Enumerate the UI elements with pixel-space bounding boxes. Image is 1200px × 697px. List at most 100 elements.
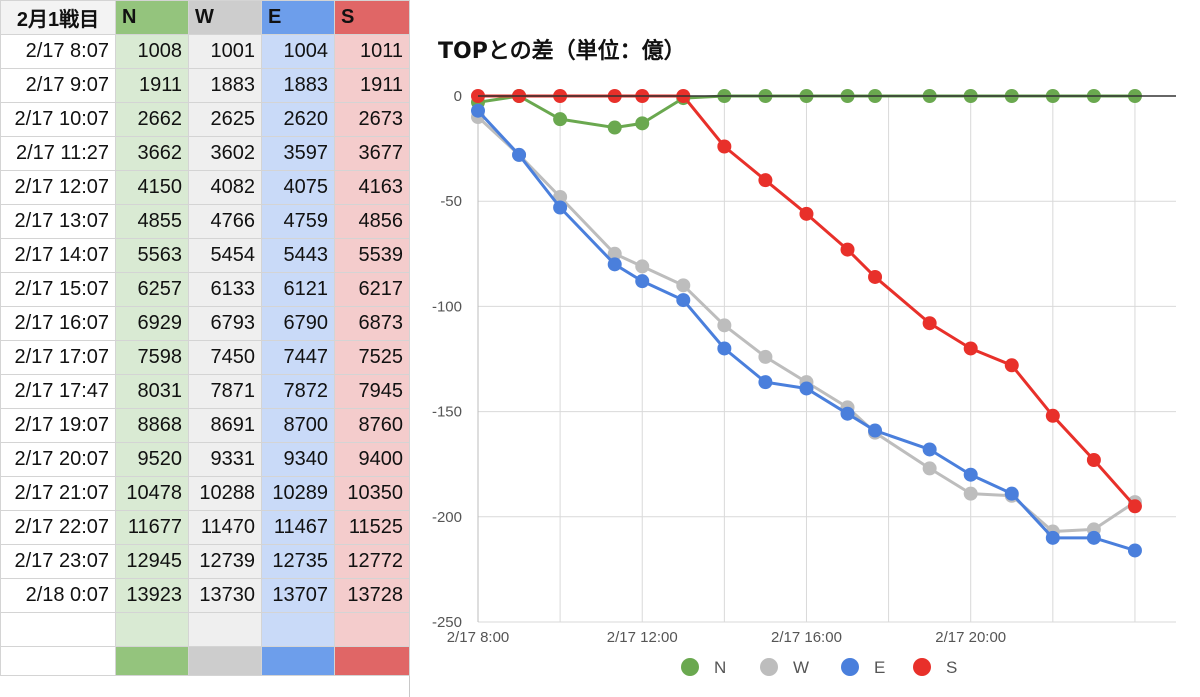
cell-w[interactable]: 7871 <box>188 374 262 409</box>
cell-e[interactable]: 1883 <box>261 68 335 103</box>
cell-s[interactable]: 8760 <box>334 408 410 443</box>
cell-s[interactable]: 7945 <box>334 374 410 409</box>
cell-w[interactable]: 1883 <box>188 68 262 103</box>
cell-w[interactable]: 10288 <box>188 476 262 511</box>
cell-n[interactable]: 3662 <box>115 136 189 171</box>
cell-s[interactable]: 10350 <box>334 476 410 511</box>
cell-w[interactable]: 5454 <box>188 238 262 273</box>
cell-w[interactable]: 4082 <box>188 170 262 205</box>
empty-cell[interactable] <box>0 646 116 676</box>
header-cell-date[interactable]: 2月1戦目 <box>0 0 116 35</box>
cell-w[interactable]: 2625 <box>188 102 262 137</box>
cell-e[interactable]: 13707 <box>261 578 335 613</box>
cell-w[interactable]: 4766 <box>188 204 262 239</box>
cell-date[interactable]: 2/17 17:47 <box>0 374 116 409</box>
cell-e[interactable]: 5443 <box>261 238 335 273</box>
cell-s[interactable]: 11525 <box>334 510 410 545</box>
cell-n[interactable]: 12945 <box>115 544 189 579</box>
cell-n[interactable]: 11677 <box>115 510 189 545</box>
cell-date[interactable]: 2/17 15:07 <box>0 272 116 307</box>
cell-n[interactable]: 1911 <box>115 68 189 103</box>
header-cell-w[interactable]: W <box>188 0 262 35</box>
cell-e[interactable]: 8700 <box>261 408 335 443</box>
cell-date[interactable]: 2/17 13:07 <box>0 204 116 239</box>
empty-cell[interactable] <box>334 646 410 676</box>
cell-s[interactable]: 7525 <box>334 340 410 375</box>
cell-date[interactable]: 2/17 17:07 <box>0 340 116 375</box>
cell-s[interactable]: 2673 <box>334 102 410 137</box>
cell-w[interactable]: 13730 <box>188 578 262 613</box>
cell-e[interactable]: 6121 <box>261 272 335 307</box>
cell-n[interactable]: 2662 <box>115 102 189 137</box>
cell-n[interactable]: 8031 <box>115 374 189 409</box>
empty-cell[interactable] <box>115 646 189 676</box>
cell-n[interactable]: 4150 <box>115 170 189 205</box>
cell-n[interactable]: 13923 <box>115 578 189 613</box>
cell-e[interactable]: 6790 <box>261 306 335 341</box>
cell-date[interactable]: 2/17 12:07 <box>0 170 116 205</box>
empty-cell[interactable] <box>115 612 189 647</box>
cell-s[interactable]: 1011 <box>334 34 410 69</box>
cell-s[interactable]: 13728 <box>334 578 410 613</box>
cell-e[interactable]: 3597 <box>261 136 335 171</box>
empty-cell[interactable] <box>188 612 262 647</box>
cell-w[interactable]: 7450 <box>188 340 262 375</box>
cell-e[interactable]: 9340 <box>261 442 335 477</box>
empty-cell[interactable] <box>261 646 335 676</box>
cell-w[interactable]: 6793 <box>188 306 262 341</box>
header-cell-e[interactable]: E <box>261 0 335 35</box>
cell-date[interactable]: 2/17 10:07 <box>0 102 116 137</box>
cell-e[interactable]: 7872 <box>261 374 335 409</box>
cell-w[interactable]: 1001 <box>188 34 262 69</box>
empty-cell[interactable] <box>188 646 262 676</box>
cell-n[interactable]: 1008 <box>115 34 189 69</box>
cell-s[interactable]: 3677 <box>334 136 410 171</box>
cell-date[interactable]: 2/17 21:07 <box>0 476 116 511</box>
cell-n[interactable]: 8868 <box>115 408 189 443</box>
cell-s[interactable]: 9400 <box>334 442 410 477</box>
cell-n[interactable]: 6929 <box>115 306 189 341</box>
empty-cell[interactable] <box>334 612 410 647</box>
cell-w[interactable]: 8691 <box>188 408 262 443</box>
cell-e[interactable]: 11467 <box>261 510 335 545</box>
cell-s[interactable]: 12772 <box>334 544 410 579</box>
cell-w[interactable]: 3602 <box>188 136 262 171</box>
cell-n[interactable]: 4855 <box>115 204 189 239</box>
cell-date[interactable]: 2/17 16:07 <box>0 306 116 341</box>
cell-s[interactable]: 6873 <box>334 306 410 341</box>
cell-n[interactable]: 10478 <box>115 476 189 511</box>
header-cell-n[interactable]: N <box>115 0 189 35</box>
cell-e[interactable]: 7447 <box>261 340 335 375</box>
cell-date[interactable]: 2/17 9:07 <box>0 68 116 103</box>
cell-e[interactable]: 10289 <box>261 476 335 511</box>
cell-e[interactable]: 4075 <box>261 170 335 205</box>
cell-date[interactable]: 2/18 0:07 <box>0 578 116 613</box>
cell-date[interactable]: 2/17 23:07 <box>0 544 116 579</box>
cell-w[interactable]: 9331 <box>188 442 262 477</box>
cell-n[interactable]: 9520 <box>115 442 189 477</box>
cell-e[interactable]: 1004 <box>261 34 335 69</box>
cell-date[interactable]: 2/17 19:07 <box>0 408 116 443</box>
cell-e[interactable]: 12735 <box>261 544 335 579</box>
cell-w[interactable]: 6133 <box>188 272 262 307</box>
empty-cell[interactable] <box>261 612 335 647</box>
cell-date[interactable]: 2/17 8:07 <box>0 34 116 69</box>
cell-s[interactable]: 5539 <box>334 238 410 273</box>
cell-n[interactable]: 6257 <box>115 272 189 307</box>
cell-date[interactable]: 2/17 11:27 <box>0 136 116 171</box>
cell-e[interactable]: 2620 <box>261 102 335 137</box>
cell-n[interactable]: 7598 <box>115 340 189 375</box>
cell-w[interactable]: 12739 <box>188 544 262 579</box>
empty-cell[interactable] <box>0 612 116 647</box>
cell-n[interactable]: 5563 <box>115 238 189 273</box>
cell-date[interactable]: 2/17 20:07 <box>0 442 116 477</box>
cell-s[interactable]: 1911 <box>334 68 410 103</box>
cell-date[interactable]: 2/17 22:07 <box>0 510 116 545</box>
cell-date[interactable]: 2/17 14:07 <box>0 238 116 273</box>
header-cell-s[interactable]: S <box>334 0 410 35</box>
cell-w[interactable]: 11470 <box>188 510 262 545</box>
cell-s[interactable]: 4856 <box>334 204 410 239</box>
cell-e[interactable]: 4759 <box>261 204 335 239</box>
cell-s[interactable]: 6217 <box>334 272 410 307</box>
cell-s[interactable]: 4163 <box>334 170 410 205</box>
